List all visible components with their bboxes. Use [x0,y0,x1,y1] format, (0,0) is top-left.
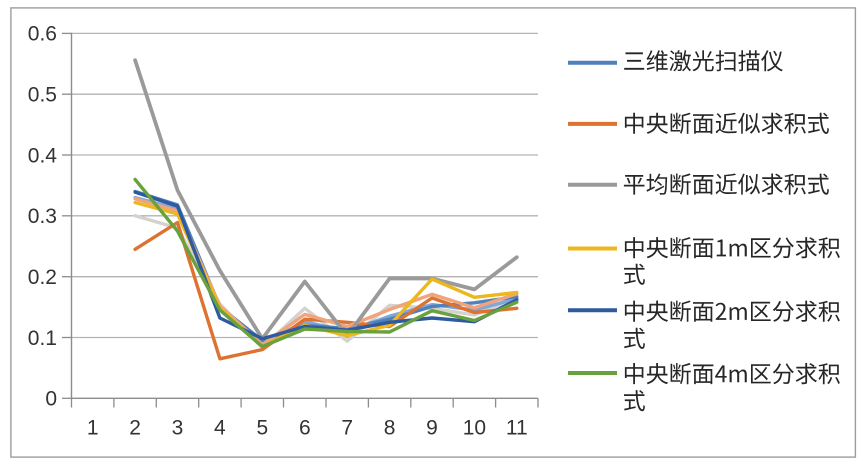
svg-text:7: 7 [341,417,353,440]
svg-text:0.2: 0.2 [28,266,57,289]
svg-text:10: 10 [463,417,486,440]
svg-text:1: 1 [87,417,99,440]
svg-text:0.4: 0.4 [28,144,58,167]
svg-text:6: 6 [299,417,311,440]
svg-text:0: 0 [45,388,57,411]
svg-text:0.1: 0.1 [28,327,57,350]
svg-text:5: 5 [256,417,268,440]
svg-text:2: 2 [129,417,141,440]
svg-text:0.3: 0.3 [28,205,57,228]
svg-text:0.5: 0.5 [28,84,57,107]
svg-text:8: 8 [384,417,396,440]
svg-text:9: 9 [426,417,438,440]
svg-text:3: 3 [172,417,184,440]
svg-text:11: 11 [506,417,528,440]
svg-text:0.6: 0.6 [28,23,57,46]
svg-text:4: 4 [214,417,226,440]
